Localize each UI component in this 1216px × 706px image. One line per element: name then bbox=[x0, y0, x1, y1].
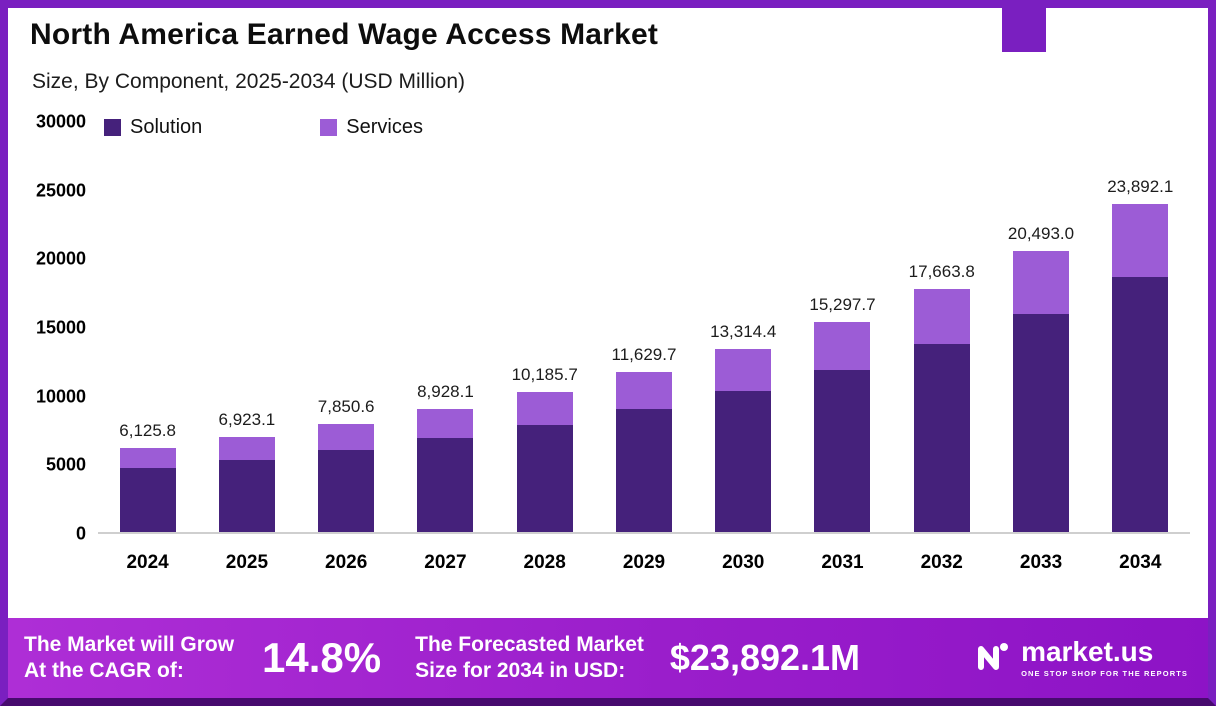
x-axis-label: 2025 bbox=[225, 552, 269, 573]
brand-name: market.us bbox=[1021, 636, 1154, 667]
legend-label: Solution bbox=[130, 116, 203, 138]
y-axis-label: 25000 bbox=[35, 180, 86, 201]
forecast-value: $23,892.1M bbox=[669, 637, 861, 678]
bar-segment-solution bbox=[615, 409, 672, 532]
bar-group: 15,297.7 bbox=[793, 122, 892, 532]
x-axis-label: 2033 bbox=[1019, 552, 1063, 573]
bar-segment-solution bbox=[417, 438, 474, 532]
bar-total-label: 20,493.0 bbox=[1007, 223, 1075, 243]
brand-block: market.us ONE STOP SHOP FOR THE REPORTS bbox=[971, 635, 1192, 682]
market-us-logo-icon bbox=[971, 635, 1013, 682]
bar-segment-services bbox=[218, 436, 275, 460]
bar-groups: 6,125.8 6,923.1 7,850.6 8,928.1 10,185.7 11,6… bbox=[98, 122, 1190, 532]
bar-total-label: 17,663.8 bbox=[908, 262, 975, 282]
page-title: North America Earned Wage Access Market bbox=[30, 18, 659, 51]
bar-segment-services bbox=[119, 447, 176, 469]
bar-group: 10,185.7 bbox=[495, 122, 594, 532]
cagr-label-line2: At the CAGR of: bbox=[24, 659, 184, 682]
legend-label: Services bbox=[346, 116, 423, 138]
y-axis-label: 0 bbox=[75, 523, 86, 544]
forecast-label: The Forecasted Market Size for 2034 in U… bbox=[415, 632, 644, 685]
legend-swatch-services bbox=[320, 119, 338, 136]
y-axis-label: 30000 bbox=[35, 111, 86, 132]
bar-segment-solution bbox=[1112, 277, 1169, 532]
bar-segment-solution bbox=[814, 369, 871, 532]
bar-group: 6,125.8 bbox=[98, 122, 197, 532]
bar-total-label: 8,928.1 bbox=[417, 382, 474, 402]
x-axis-label: 2029 bbox=[622, 552, 666, 573]
x-axis-label: 2031 bbox=[821, 552, 864, 573]
bar-group: 8,928.1 bbox=[396, 122, 495, 532]
bar-segment-services bbox=[318, 424, 375, 450]
corner-decoration bbox=[1002, 8, 1046, 52]
bar-group: 6,923.1 bbox=[197, 122, 296, 532]
x-axis-label: 2028 bbox=[523, 552, 566, 573]
x-axis-label: 2027 bbox=[424, 552, 467, 573]
legend-item-solution: Solution bbox=[104, 116, 202, 139]
y-axis-label: 10000 bbox=[35, 386, 86, 407]
footer-banner: The Market will Grow At the CAGR of: 14.… bbox=[8, 618, 1208, 698]
bar-segment-solution bbox=[516, 424, 573, 532]
y-axis-label: 15000 bbox=[35, 317, 86, 338]
cagr-label-line1: The Market will Grow bbox=[24, 632, 235, 656]
bar-total-label: 6,125.8 bbox=[119, 420, 176, 440]
x-axis-label: 2032 bbox=[920, 552, 963, 573]
bar-segment-services bbox=[615, 372, 672, 410]
bar-segment-services bbox=[913, 289, 970, 345]
bar-segment-solution bbox=[715, 390, 772, 532]
bar-segment-services bbox=[814, 321, 871, 370]
x-axis-label: 2026 bbox=[325, 552, 368, 573]
cagr-label: The Market will Grow At the CAGR of: bbox=[24, 632, 234, 685]
legend: Solution Services bbox=[104, 116, 423, 139]
forecast-label-line2: Size for 2034 in USD: bbox=[415, 659, 626, 682]
bar-total-label: 7,850.6 bbox=[317, 397, 375, 417]
bar-total-label: 11,629.7 bbox=[611, 345, 677, 365]
plot-area: 6,125.8 6,923.1 7,850.6 8,928.1 10,185.7 11,6… bbox=[98, 122, 1190, 534]
legend-swatch-solution bbox=[104, 119, 121, 136]
bar-total-label: 15,297.7 bbox=[809, 294, 876, 314]
bar-group: 23,892.1 bbox=[1091, 122, 1190, 532]
bar-segment-solution bbox=[218, 459, 275, 532]
bar-segment-solution bbox=[1013, 313, 1070, 532]
bar-total-label: 10,185.7 bbox=[511, 365, 578, 385]
bar-group: 20,493.0 bbox=[991, 122, 1090, 532]
bar-segment-solution bbox=[119, 468, 176, 532]
x-axis-label: 2030 bbox=[722, 552, 765, 573]
bar-group: 13,314.4 bbox=[694, 122, 793, 532]
y-axis-label: 20000 bbox=[35, 248, 86, 269]
x-axis-label: 2034 bbox=[1119, 552, 1162, 573]
y-axis-label: 5000 bbox=[45, 454, 86, 475]
bar-total-label: 13,314.4 bbox=[710, 322, 777, 342]
cagr-value: 14.8% bbox=[262, 634, 382, 681]
forecast-label-line1: The Forecasted Market bbox=[415, 632, 644, 656]
bar-group: 11,629.7 bbox=[594, 122, 693, 532]
bar-segment-services bbox=[417, 409, 474, 439]
bar-segment-services bbox=[1112, 203, 1169, 278]
bar-segment-solution bbox=[318, 449, 375, 532]
bar-total-label: 23,892.1 bbox=[1107, 176, 1174, 196]
x-axis: 2024 2025 2026 2027 2028 2029 2030 2031 2032 2033… bbox=[98, 552, 1190, 574]
bar-group: 17,663.8 bbox=[892, 122, 991, 532]
x-axis-label: 2024 bbox=[126, 552, 169, 573]
bar-segment-services bbox=[1013, 250, 1070, 314]
bar-segment-services bbox=[516, 392, 573, 425]
bar-total-label: 6,923.1 bbox=[218, 409, 276, 429]
bar-segment-solution bbox=[913, 344, 970, 532]
bar-segment-services bbox=[715, 349, 772, 391]
brand-text: market.us ONE STOP SHOP FOR THE REPORTS bbox=[1021, 636, 1188, 679]
page-subtitle: Size, By Component, 2025-2034 (USD Milli… bbox=[32, 70, 466, 93]
legend-item-services: Services bbox=[320, 116, 423, 139]
y-axis: 0 5000 10000 15000 20000 25000 30000 bbox=[8, 112, 86, 544]
bar-group: 7,850.6 bbox=[297, 122, 396, 532]
brand-tagline: ONE STOP SHOP FOR THE REPORTS bbox=[1021, 669, 1188, 678]
